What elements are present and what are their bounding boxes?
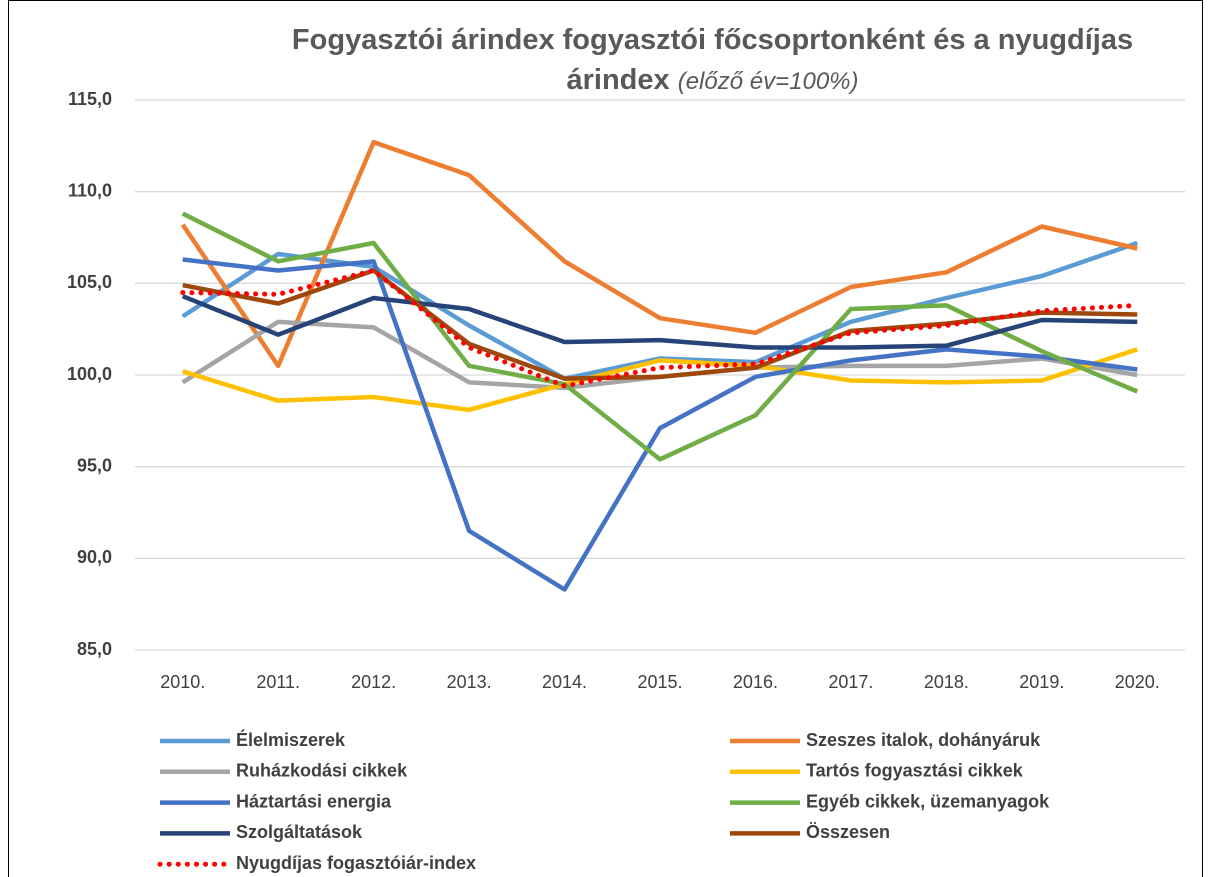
x-tick-label: 2010. — [160, 672, 205, 692]
y-tick-label: 110,0 — [68, 180, 112, 200]
series-line — [181, 294, 1138, 350]
legend-label: Tartós fogyasztási cikkek — [806, 761, 1024, 781]
x-tick-label: 2012. — [351, 672, 396, 692]
legend-label: Élelmiszerek — [236, 729, 346, 750]
y-tick-label: 115,0 — [68, 89, 112, 109]
x-tick-label: 2013. — [447, 672, 492, 692]
series-line — [182, 268, 1138, 381]
x-tick-label: 2015. — [637, 672, 682, 692]
legend-label: Szolgáltatások — [236, 822, 363, 842]
chart-border — [8, 0, 1203, 877]
legend-label: Összesen — [806, 822, 890, 842]
legend-label: Ruházkodási cikkek — [236, 761, 408, 781]
chart-subtitle: (előző év=100%) — [677, 68, 859, 95]
x-tick-label: 2011. — [256, 672, 300, 692]
chart-title: Fogyasztói árindex fogyasztói főcsoprton… — [291, 24, 1134, 96]
legend-label: Egyéb cikkek, üzemanyagok — [806, 791, 1050, 811]
y-tick-label: 85,0 — [77, 639, 112, 659]
x-tick-label: 2017. — [828, 672, 873, 692]
series-line — [182, 257, 1138, 592]
chart-title-block: Fogyasztói árindex fogyasztói főcsoprton… — [240, 20, 1185, 102]
x-tick-label: 2019. — [1019, 672, 1064, 692]
x-tick-label: 2014. — [542, 672, 587, 692]
y-tick-label: 100,0 — [67, 364, 112, 384]
x-tick-label: 2018. — [924, 672, 969, 692]
series-line — [180, 139, 1138, 369]
y-tick-label: 90,0 — [77, 547, 112, 567]
y-tick-label: 95,0 — [77, 455, 112, 475]
x-tick-label: 2016. — [733, 672, 778, 692]
series-line — [182, 347, 1138, 413]
y-tick-label: 105,0 — [67, 272, 112, 292]
legend-label: Szeszes italok, dohányáruk — [806, 730, 1041, 750]
legend-label: Háztartási energia — [236, 791, 392, 811]
series-line — [180, 268, 1140, 389]
x-tick-label: 2020. — [1115, 672, 1160, 692]
legend-label: Nyugdíjas fogasztóiár-index — [236, 853, 476, 873]
